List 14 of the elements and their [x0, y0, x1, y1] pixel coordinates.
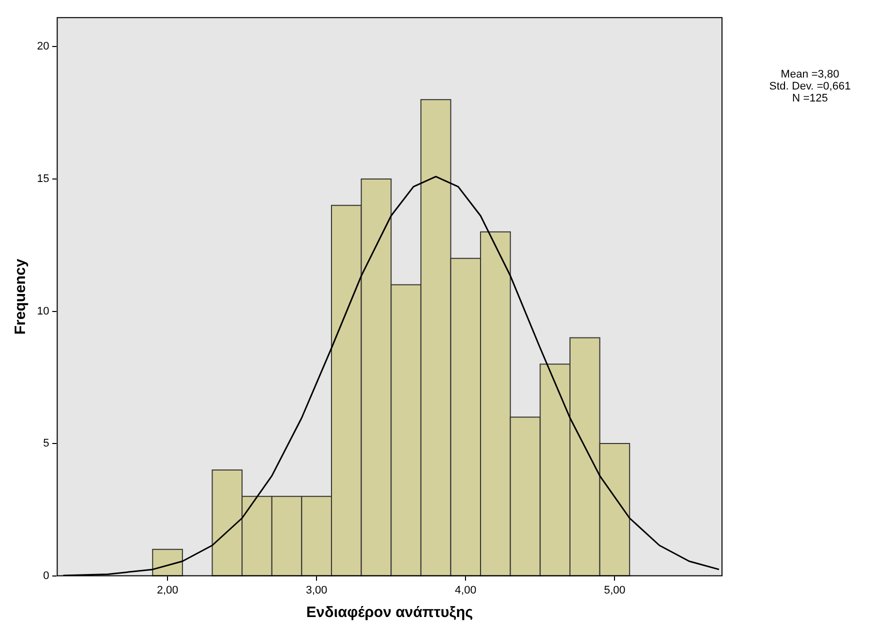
y-axis-title: Frequency	[12, 258, 30, 335]
x-tick-label: 4,00	[454, 584, 476, 596]
text: Std. Dev. =0,661	[769, 80, 851, 93]
x-tick-label: 2,00	[156, 584, 178, 596]
text: Mean =3,80	[780, 68, 840, 81]
y-tick-label: 5	[43, 438, 50, 450]
y-tick-label: 20	[36, 40, 50, 53]
x-tick-label: 3,00	[306, 584, 328, 596]
text: N =125	[792, 92, 828, 105]
y-tick-label: 10	[36, 305, 50, 318]
x-axis-title: Ενδιαφέρον ανάπτυξης	[306, 604, 474, 622]
y-tick-label: 15	[36, 173, 50, 186]
y-tick-label: 0	[43, 570, 50, 582]
x-tick-label: 5,00	[604, 584, 626, 596]
